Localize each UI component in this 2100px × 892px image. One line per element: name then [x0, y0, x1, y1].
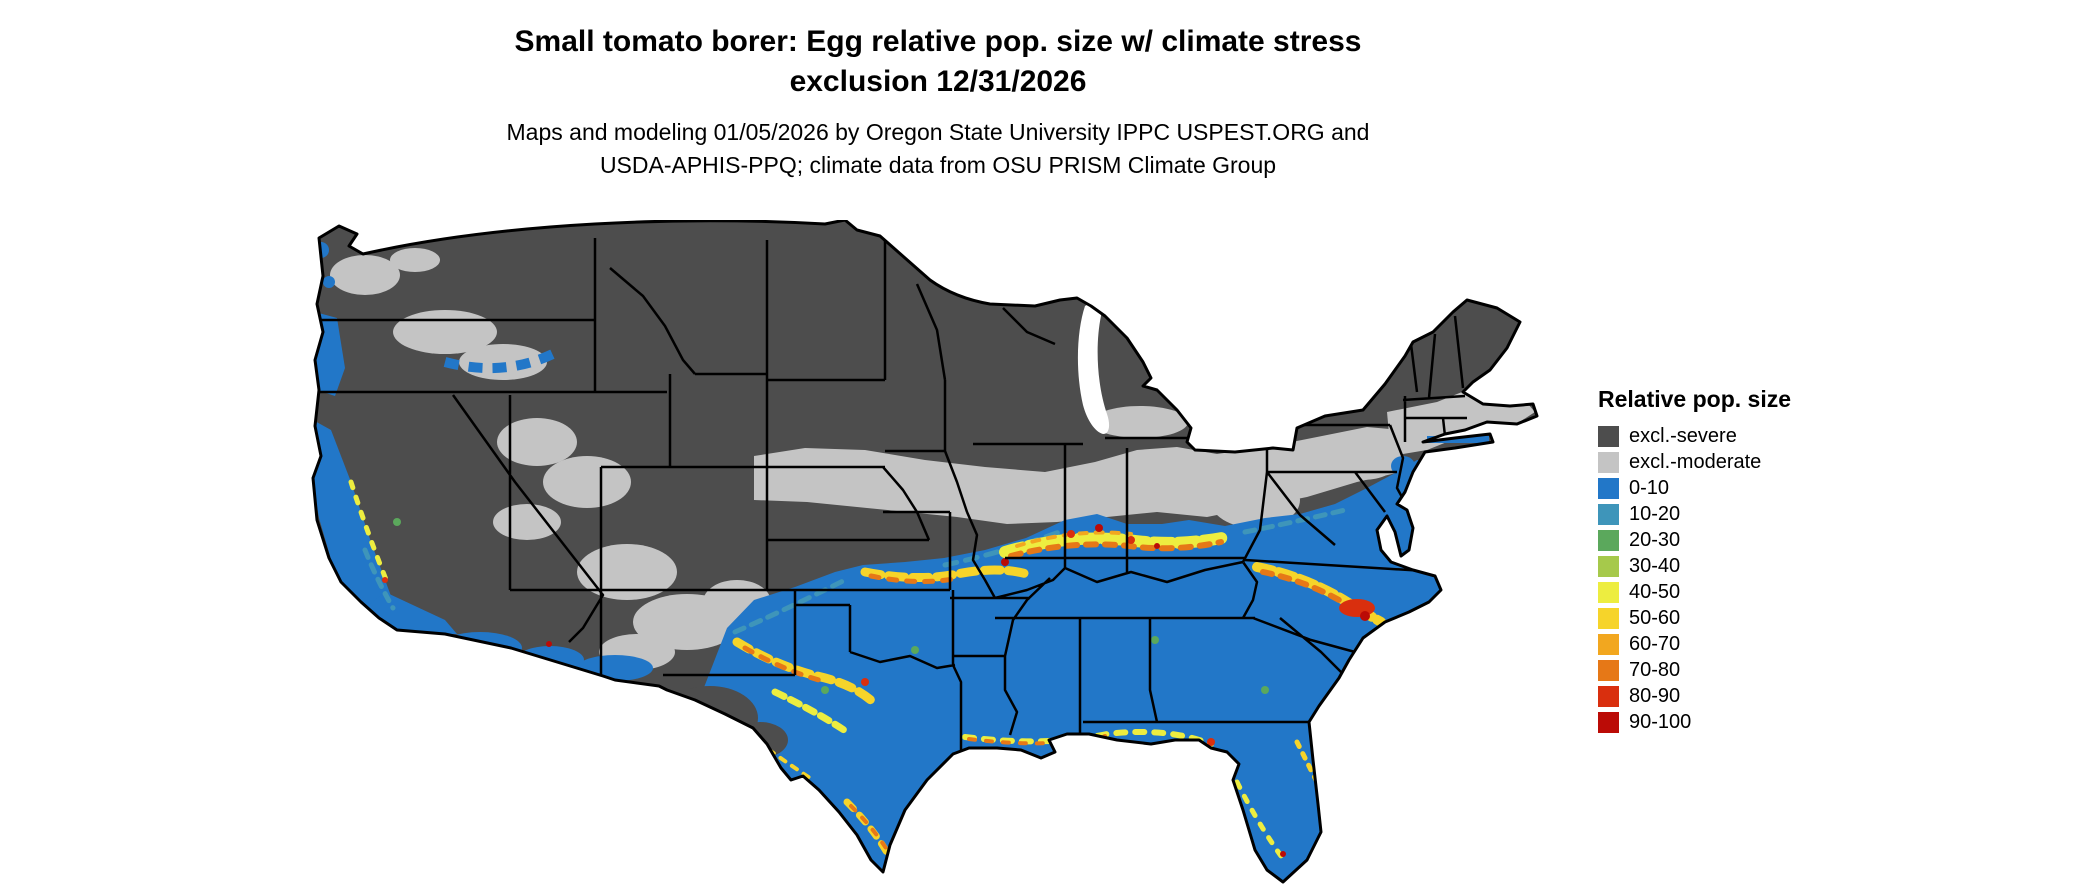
- state-borders: [313, 232, 1467, 752]
- map-subtitle-line1: Maps and modeling 01/05/2026 by Oregon S…: [506, 119, 1370, 145]
- title-block: Small tomato borer: Egg relative pop. si…: [0, 22, 1876, 182]
- legend-swatch: [1598, 581, 1619, 603]
- lake-michigan: [1077, 303, 1110, 434]
- legend-item: 20-30: [1598, 527, 1898, 553]
- legend-item: 60-70: [1598, 631, 1898, 657]
- legend-swatch: [1598, 711, 1619, 733]
- legend-item: excl.-severe: [1598, 423, 1898, 449]
- legend-swatch: [1598, 607, 1619, 629]
- legend-item-label: 10-20: [1629, 503, 1681, 525]
- legend-item-label: 90-100: [1629, 711, 1692, 733]
- legend-item-label: 80-90: [1629, 685, 1681, 707]
- legend-item-label: 50-60: [1629, 607, 1681, 629]
- legend-item: 10-20: [1598, 501, 1898, 527]
- legend-item: 80-90: [1598, 683, 1898, 709]
- legend-swatch: [1598, 555, 1619, 577]
- legend-item-label: 40-50: [1629, 581, 1681, 603]
- legend-swatch: [1598, 425, 1619, 447]
- legend-item: excl.-moderate: [1598, 449, 1898, 475]
- legend-item: 50-60: [1598, 605, 1898, 631]
- legend-item: 0-10: [1598, 475, 1898, 501]
- us-map-svg: [311, 218, 1539, 884]
- map-title-line2: exclusion 12/31/2026: [789, 65, 1087, 98]
- legend-item: 70-80: [1598, 657, 1898, 683]
- legend-swatch: [1598, 659, 1619, 681]
- legend-swatch: [1598, 633, 1619, 655]
- legend-item: 30-40: [1598, 553, 1898, 579]
- legend-item: 40-50: [1598, 579, 1898, 605]
- legend-swatch: [1598, 451, 1619, 473]
- legend-swatch: [1598, 529, 1619, 551]
- map-title-line1: Small tomato borer: Egg relative pop. si…: [514, 25, 1362, 58]
- legend: Relative pop. size excl.-severe excl.-mod…: [1598, 386, 1898, 735]
- map-subtitle-line2: USDA-APHIS-PPQ; climate data from OSU PR…: [599, 152, 1277, 178]
- subtitle-block: Maps and modeling 01/05/2026 by Oregon S…: [0, 116, 1876, 182]
- legend-swatch: [1598, 685, 1619, 707]
- legend-item-label: excl.-severe: [1629, 425, 1737, 447]
- legend-item-label: 70-80: [1629, 659, 1681, 681]
- legend-items: excl.-severe excl.-moderate 0-10 10-20 20-30…: [1598, 423, 1898, 735]
- legend-item-label: 0-10: [1629, 477, 1670, 499]
- legend-item-label: 20-30: [1629, 529, 1681, 551]
- legend-item-label: 30-40: [1629, 555, 1681, 577]
- legend-swatch: [1598, 477, 1619, 499]
- legend-item-label: excl.-moderate: [1629, 451, 1762, 473]
- us-map: [300, 218, 1550, 890]
- legend-item: 90-100: [1598, 709, 1898, 735]
- legend-swatch: [1598, 503, 1619, 525]
- legend-item-label: 60-70: [1629, 633, 1681, 655]
- us-outline: [311, 218, 1539, 884]
- legend-title: Relative pop. size: [1598, 386, 1792, 412]
